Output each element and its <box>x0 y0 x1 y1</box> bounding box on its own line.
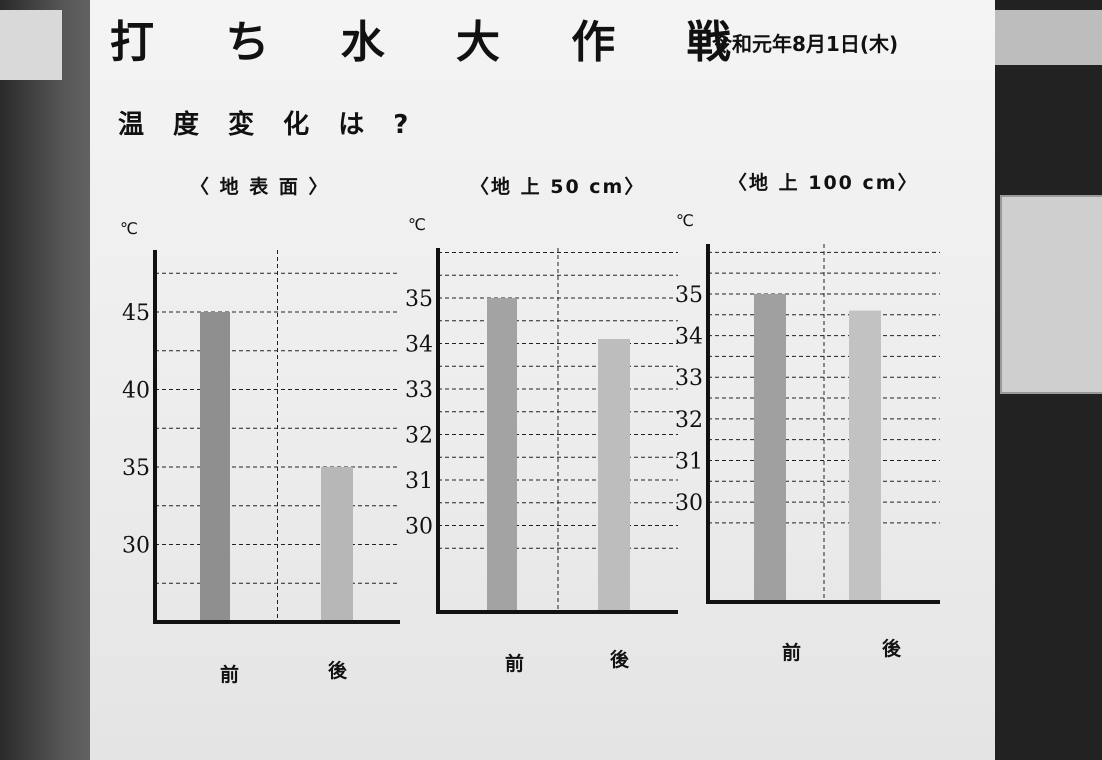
chart-2-tick-label-32: 32 <box>405 424 433 449</box>
chart-3-xcat-1: 後 <box>882 634 901 661</box>
chart-3-tick-label-35: 35 <box>675 283 703 308</box>
chart-3-tick-label-32: 32 <box>675 408 703 433</box>
chart-1-bar-後 <box>321 467 353 622</box>
chart-3-bar-後 <box>849 311 881 602</box>
chart-1-tick-label-30: 30 <box>122 534 150 559</box>
chart-2-xcat-0: 前 <box>505 649 524 676</box>
chart-2-tick-label-33: 33 <box>405 378 433 403</box>
chart-1-xcat-0: 前 <box>220 660 239 687</box>
chart-2-xcat-1: 後 <box>610 645 629 672</box>
chart-3-tick-label-34: 34 <box>675 325 703 350</box>
chart-3-bar-前 <box>754 294 786 602</box>
chart-2-tick-label-31: 31 <box>405 469 433 494</box>
chart-2-bar-後 <box>598 339 630 612</box>
chart-2-tick-label-34: 34 <box>405 333 433 358</box>
chart-3-xcat-0: 前 <box>782 638 801 665</box>
chart-3-tick-label-30: 30 <box>675 491 703 516</box>
chart-1-tick-label-40: 40 <box>122 379 150 404</box>
chart-1-tick-label-35: 35 <box>122 456 150 481</box>
chart-2-bar-前 <box>487 298 517 612</box>
chart-3-tick-label-33: 33 <box>675 366 703 391</box>
chart-1-bar-前 <box>200 312 230 622</box>
chart-3-tick-label-31: 31 <box>675 449 703 474</box>
chart-1-tick-label-45: 45 <box>122 301 150 326</box>
chart-2-tick-label-35: 35 <box>405 287 433 312</box>
chart-2-tick-label-30: 30 <box>405 515 433 540</box>
chart-1-xcat-1: 後 <box>328 656 347 683</box>
